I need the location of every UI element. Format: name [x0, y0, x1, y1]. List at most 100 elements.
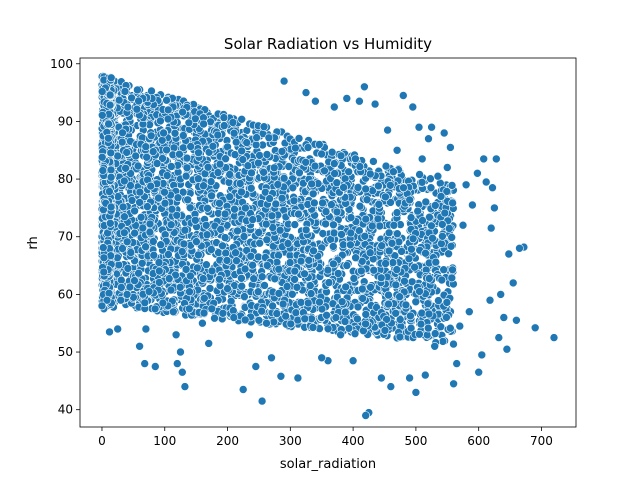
scatter-point	[414, 122, 424, 132]
x-tick-label: 200	[216, 434, 239, 448]
scatter-point	[332, 207, 342, 217]
scatter-point	[452, 359, 462, 368]
scatter-point	[296, 256, 306, 266]
scatter-point	[353, 183, 363, 192]
scatter-point	[392, 265, 402, 274]
scatter-point	[344, 167, 354, 177]
scatter-point	[439, 128, 449, 138]
scatter-point	[240, 315, 250, 325]
y-tick-label: 60	[58, 287, 73, 301]
scatter-point	[145, 219, 155, 229]
scatter-point	[381, 161, 391, 171]
scatter-point	[230, 150, 240, 159]
scatter-point	[229, 313, 239, 322]
scatter-point	[389, 167, 398, 176]
scatter-point	[200, 293, 209, 303]
scatter-point	[392, 208, 402, 217]
scatter-point	[481, 177, 491, 187]
scatter-point	[182, 163, 192, 173]
y-axis-label: rh	[26, 236, 41, 249]
scatter-point	[267, 211, 277, 221]
y-tick-label: 50	[58, 345, 73, 359]
scatter-point	[158, 154, 167, 163]
scatter-point	[430, 329, 440, 338]
scatter-point	[259, 168, 268, 177]
scatter-point	[433, 171, 443, 181]
scatter-point	[301, 158, 311, 167]
scatter-point	[400, 276, 409, 286]
scatter-point	[207, 266, 217, 276]
scatter-point	[530, 323, 540, 333]
y-tick-label: 90	[58, 114, 73, 128]
scatter-point	[123, 102, 133, 112]
scatter-point	[238, 155, 248, 164]
scatter-point	[421, 248, 430, 258]
scatter-point	[391, 308, 401, 318]
scatter-point	[257, 396, 267, 406]
scatter-point	[221, 154, 230, 163]
scatter-point	[277, 147, 287, 156]
scatter-point	[262, 235, 272, 245]
scatter-point	[310, 161, 320, 171]
scatter-point	[367, 221, 377, 231]
scatter-point	[423, 299, 433, 309]
scatter-point	[408, 234, 418, 244]
scatter-point	[309, 246, 318, 256]
scatter-point	[427, 122, 436, 132]
scatter-point	[177, 247, 187, 256]
scatter-point	[446, 242, 456, 251]
scatter-point	[340, 317, 350, 326]
x-tick-label: 0	[98, 434, 106, 448]
scatter-point	[247, 168, 256, 178]
scatter-point	[357, 284, 367, 294]
scatter-point	[167, 162, 176, 171]
scatter-point	[252, 133, 261, 142]
scatter-point	[320, 166, 329, 176]
scatter-point	[515, 244, 524, 253]
scatter-point	[121, 164, 130, 173]
chart-title: Solar Radiation vs Humidity	[224, 35, 432, 53]
scatter-point	[397, 247, 406, 256]
y-tick-label: 40	[58, 403, 73, 417]
scatter-point	[473, 169, 482, 178]
scatter-point	[230, 204, 239, 214]
scatter-point	[220, 209, 230, 219]
scatter-point	[231, 137, 241, 147]
scatter-point	[290, 266, 300, 276]
scatter-point	[117, 283, 126, 292]
scatter-point	[204, 339, 213, 348]
scatter-point	[391, 280, 401, 290]
scatter-point	[268, 301, 277, 311]
scatter-point	[257, 306, 267, 316]
scatter-point	[504, 249, 514, 259]
scatter-point	[193, 263, 202, 273]
scatter-point	[477, 350, 487, 360]
scatter-point	[392, 146, 402, 155]
scatter-point	[442, 298, 452, 307]
scatter-point	[375, 221, 385, 231]
scatter-point	[181, 171, 191, 181]
scatter-point	[169, 143, 179, 153]
scatter-point	[355, 96, 364, 106]
scatter-point	[394, 237, 404, 247]
scatter-point	[133, 85, 142, 95]
scatter-point	[351, 154, 360, 164]
scatter-point	[291, 143, 300, 153]
scatter-point	[314, 140, 324, 149]
scatter-point	[442, 187, 452, 196]
scatter-point	[215, 274, 224, 284]
y-tick-label: 70	[58, 230, 73, 244]
scatter-point	[240, 264, 250, 274]
scatter-point	[366, 282, 375, 292]
scatter-point	[398, 91, 408, 100]
scatter-point	[262, 150, 272, 159]
scatter-point	[455, 321, 465, 331]
scatter-point	[431, 257, 441, 267]
scatter-point	[406, 323, 416, 333]
scatter-point	[305, 281, 315, 290]
scatter-point	[186, 271, 195, 281]
scatter-point	[407, 244, 416, 254]
scatter-point	[361, 411, 371, 420]
scatter-point	[341, 282, 351, 292]
